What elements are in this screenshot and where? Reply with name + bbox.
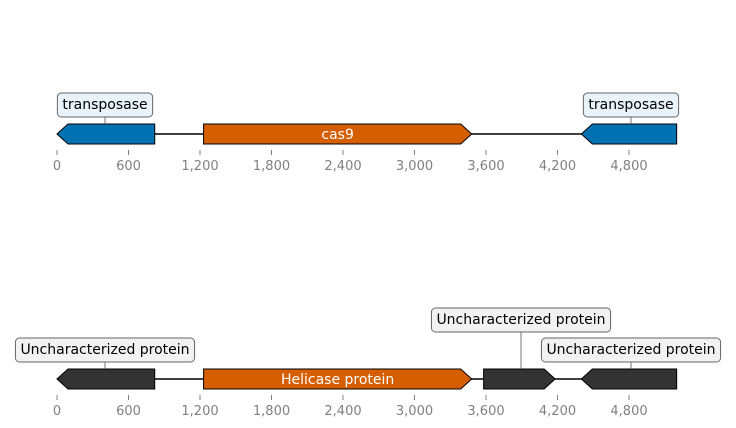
- tick-label: 1,200: [181, 159, 218, 174]
- tick-label: 3,600: [467, 404, 504, 419]
- uncharacterized-1-callout-box: [14, 337, 196, 363]
- uncharacterized-1-callout-text: Uncharacterized protein: [20, 342, 189, 358]
- uncharacterized-2-arrow[interactable]: [483, 368, 556, 390]
- tick-label: 600: [116, 159, 141, 174]
- tick-label: 1,800: [253, 404, 290, 419]
- uncharacterized-3-arrow[interactable]: [580, 368, 678, 390]
- tick-label: 0: [53, 159, 61, 174]
- tick-label: 3,600: [467, 159, 504, 174]
- tick-label: 2,400: [324, 404, 361, 419]
- uncharacterized-3-callout-text: Uncharacterized protein: [546, 342, 715, 358]
- uncharacterized-2-callout-box: [430, 307, 612, 333]
- cas9-arrow[interactable]: [203, 123, 473, 145]
- tick-label: 1,800: [253, 159, 290, 174]
- transposase-right-callout-box: [582, 92, 680, 118]
- transposase-right-callout-text: transposase: [588, 97, 673, 113]
- uncharacterized-3-callout-box: [540, 337, 722, 363]
- uncharacterized-2-callout-text: Uncharacterized protein: [436, 312, 605, 328]
- transposase-right-arrow[interactable]: [580, 123, 678, 145]
- transposase-left-arrow[interactable]: [56, 123, 156, 145]
- tick-label: 3,000: [396, 404, 433, 419]
- helicase-arrow[interactable]: [203, 368, 473, 390]
- tick-label: 0: [53, 404, 61, 419]
- tick-label: 4,800: [610, 159, 647, 174]
- cas9-label: cas9: [321, 127, 353, 143]
- tick-label: 3,000: [396, 159, 433, 174]
- tick-label: 600: [116, 404, 141, 419]
- track-1: transposase cas9 transposase 0 600 1,200 1,800…: [53, 92, 680, 174]
- transposase-left-callout-text: transposase: [62, 97, 147, 113]
- tick-label: 4,800: [610, 404, 647, 419]
- tick-label: 1,200: [181, 404, 218, 419]
- uncharacterized-1-arrow[interactable]: [56, 368, 156, 390]
- transposase-left-callout-box: [56, 92, 154, 118]
- track-2: Uncharacterized protein Helicase protein U…: [14, 307, 722, 419]
- helicase-label: Helicase protein: [281, 372, 394, 388]
- tick-label: 2,400: [324, 159, 361, 174]
- tick-label: 4,200: [539, 404, 576, 419]
- tick-label: 4,200: [539, 159, 576, 174]
